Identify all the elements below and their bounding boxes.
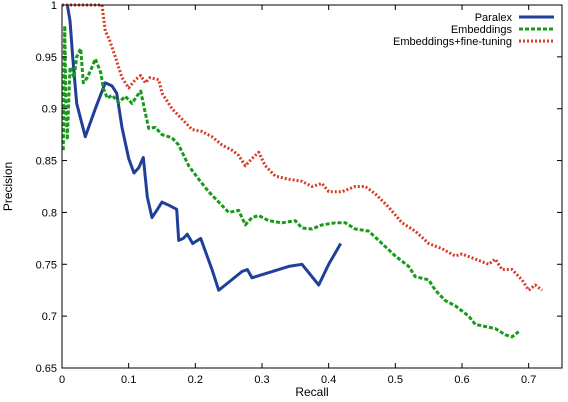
y-tick-label: 1 [51,0,57,12]
y-tick-label: 0.75 [36,259,57,271]
x-tick-label: 0.4 [321,374,336,386]
y-tick-label: 0.95 [36,52,57,64]
y-tick-label: 0.7 [42,311,57,323]
x-tick-label: 0.5 [388,374,403,386]
x-tick-label: 0.2 [188,374,203,386]
y-tick-label: 0.9 [42,104,57,116]
series-line-paralex [65,4,342,292]
series-line-embeddings-fine-tuning [62,3,543,292]
series-line-embeddings [61,24,520,339]
y-axis-title: Precision [1,162,15,211]
x-tick-label: 0.6 [454,374,469,386]
ticks-layer: 0 0.1 0.2 0.3 0.4 0.5 0.6 0.7 0.65 0.7 0.75 0.8 0.85… [36,0,562,386]
y-tick-label: 0.85 [36,156,57,168]
y-tick-label: 0.65 [36,363,57,375]
legend-label-embeddings-fine-tuning: Embeddings+fine-tuning [393,36,512,48]
x-axis-title: Recall [295,385,328,399]
legend-label-paralex: Paralex [475,12,513,24]
legend-label-embeddings: Embeddings [451,24,513,36]
x-tick-label: 0 [59,374,65,386]
x-tick-label: 0.1 [121,374,136,386]
y-tick-label: 0.8 [42,207,57,219]
x-tick-label: 0.7 [521,374,536,386]
plot-frame [61,4,563,369]
x-tick-label: 0.3 [254,374,269,386]
series-layer [61,3,543,339]
